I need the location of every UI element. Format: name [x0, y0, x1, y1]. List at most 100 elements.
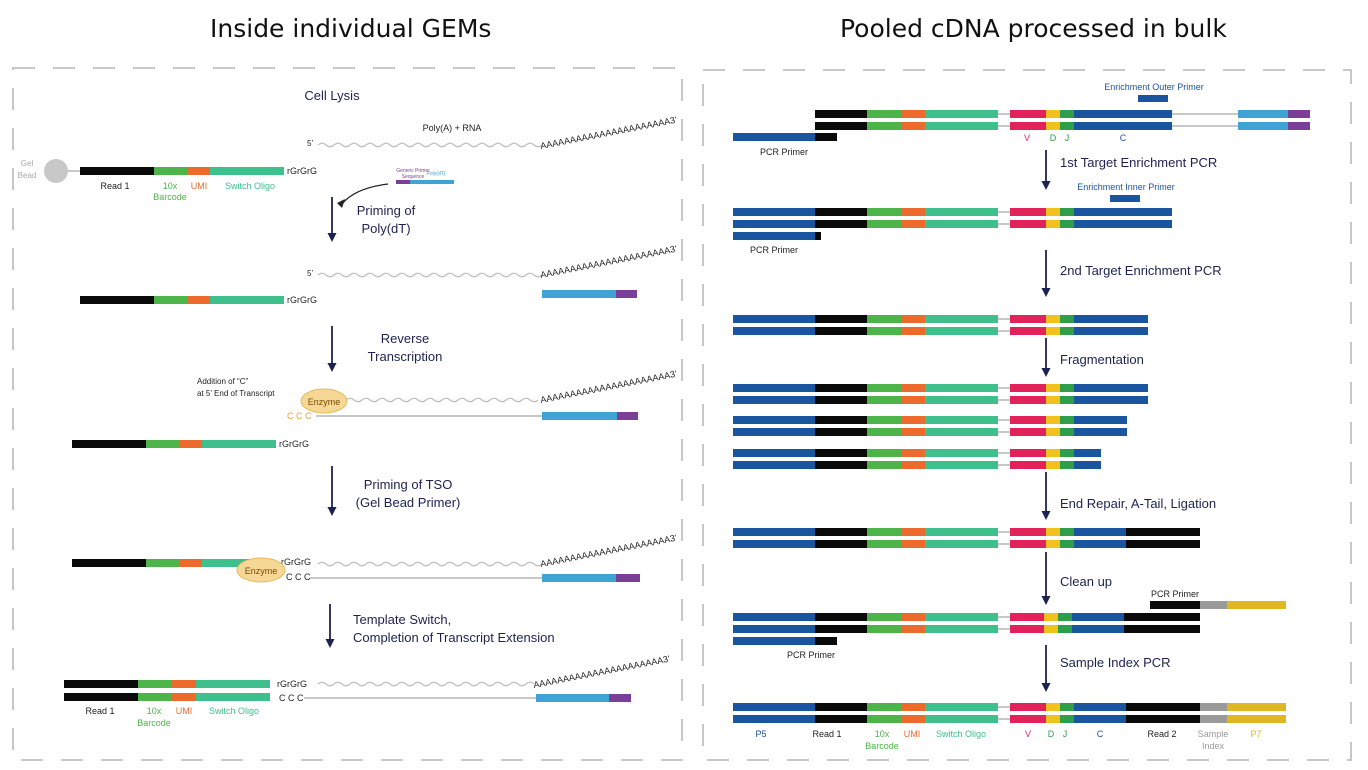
v-segment	[1010, 540, 1046, 548]
v-segment	[1010, 428, 1046, 436]
pcr-primer-bar-2	[733, 232, 821, 240]
pcr-primer-black-4	[815, 637, 837, 645]
final-oligo-top-switch-oligo	[196, 680, 270, 688]
read1-segment	[815, 461, 867, 469]
pcr-primer-black	[815, 133, 837, 141]
final-read2-label: Read 2	[1147, 729, 1176, 739]
right-step-1-label: 1st Target Enrichment PCR	[1060, 155, 1217, 170]
polya-tail-5: AAAAAAAAAAAAAAAAAAAAAA3’	[532, 654, 670, 690]
ccc-label-4: C C C	[286, 572, 311, 582]
v-segment	[1010, 416, 1046, 424]
cell-lysis-label: Cell Lysis	[304, 88, 360, 103]
d-segment	[1046, 384, 1060, 392]
v-segment	[1010, 315, 1046, 323]
umi-segment	[901, 461, 925, 469]
polydt-primer-2	[542, 290, 616, 298]
enzyme-blob-2	[236, 557, 286, 583]
rgrgrg-label-5: rGrGrG	[277, 679, 307, 689]
j-segment	[1060, 110, 1074, 118]
p5-segment	[733, 449, 815, 457]
right-step-2-label: 2nd Target Enrichment PCR	[1060, 263, 1222, 278]
pcr-primer-label-4: PCR Primer	[787, 650, 835, 660]
switch-oligo-segment	[925, 540, 998, 548]
barcode-segment	[867, 416, 901, 424]
umi-segment	[901, 540, 925, 548]
left-step-2-line1: Reverse	[381, 331, 429, 346]
read1-segment	[815, 122, 867, 130]
switch-oligo-segment	[925, 110, 998, 118]
final-oligo-top-read1	[64, 680, 138, 688]
umi-segment	[901, 625, 925, 633]
five-prime-label: 5’	[307, 139, 313, 148]
final-oligo-bottom-read1	[64, 693, 138, 701]
c-segment	[1074, 208, 1172, 216]
final-barcode-label-b: Barcode	[865, 741, 899, 751]
j-segment	[1060, 715, 1074, 723]
mrna-wave-3	[345, 397, 539, 403]
right-step-5-label: Clean up	[1060, 574, 1112, 589]
polya-tail-3: AAAAAAAAAAAAAAAAAAAAAA3’	[539, 369, 677, 405]
p5-segment	[733, 528, 815, 536]
c-segment	[1074, 315, 1148, 323]
p5-segment	[733, 625, 815, 633]
read1-segment	[815, 625, 867, 633]
read1-segment	[815, 613, 867, 621]
c-segment	[1074, 110, 1172, 118]
curved-arrow-head	[337, 199, 345, 208]
p5-segment	[733, 715, 815, 723]
final-oligo-bottom-barcode	[138, 693, 172, 701]
j-segment	[1058, 613, 1072, 621]
switch-oligo-segment	[925, 625, 998, 633]
final-oligo-bottom-umi	[172, 693, 196, 701]
bead-oligo-2-barcode	[154, 296, 188, 304]
outer-primer-bar	[1138, 95, 1168, 102]
barcode-segment	[867, 461, 901, 469]
barcode-segment	[867, 613, 901, 621]
left-step-2-line2: Transcription	[368, 349, 443, 364]
left-step-3-line1: Priming of TSO	[364, 477, 453, 492]
d-segment	[1046, 461, 1060, 469]
barcode-label-5a: 10x	[147, 706, 162, 716]
c-segment	[1074, 384, 1148, 392]
j-segment	[1060, 208, 1074, 216]
p7-label: P7	[1250, 729, 1261, 739]
v-segment	[1010, 613, 1044, 621]
barcode-label-5b: Barcode	[137, 718, 171, 728]
c-segment	[1074, 416, 1127, 424]
umi-segment	[901, 428, 925, 436]
barcode-segment	[867, 327, 901, 335]
gel-bead-label-line1: Gel	[21, 159, 34, 168]
c-segment	[1074, 449, 1101, 457]
umi-segment	[901, 613, 925, 621]
v-segment	[1010, 461, 1046, 469]
right-panel-title: Pooled cDNA processed in bulk	[840, 14, 1227, 43]
generic-primer-label-b: Sequence	[402, 174, 425, 180]
bead-oligo-2-umi	[188, 296, 210, 304]
c-label-top: C	[1120, 133, 1127, 143]
p5-segment	[733, 461, 815, 469]
left-step-3-line2: (Gel Bead Primer)	[356, 495, 461, 510]
pcr-primer-right-gold	[1227, 601, 1286, 609]
j-segment	[1060, 428, 1074, 436]
v-segment	[1010, 625, 1044, 633]
ccc-label-3: C C C	[287, 411, 312, 421]
v-segment	[1010, 396, 1046, 404]
bead-oligo-2-read1	[80, 296, 154, 304]
p5-segment	[733, 208, 815, 216]
generic-primer-bar	[396, 180, 410, 184]
barcode-segment	[867, 528, 901, 536]
pcr-primer-black-2	[815, 232, 821, 240]
c-segment	[1074, 528, 1126, 536]
d-segment	[1046, 715, 1060, 723]
umi-segment	[901, 315, 925, 323]
d-segment	[1046, 122, 1060, 130]
umi-label-1: UMI	[191, 181, 208, 191]
bead-oligo-4-umi	[180, 559, 202, 567]
pcr-primer-label-2: PCR Primer	[750, 245, 798, 255]
polydt-bar	[410, 180, 454, 184]
barcode-segment	[867, 625, 901, 633]
umi-segment	[901, 416, 925, 424]
switch-oligo-segment	[925, 122, 998, 130]
pcr-primer-right-black	[1150, 601, 1200, 609]
polya-tail-1: AAAAAAAAAAAAAAAAAAAAAA3’	[539, 115, 677, 151]
